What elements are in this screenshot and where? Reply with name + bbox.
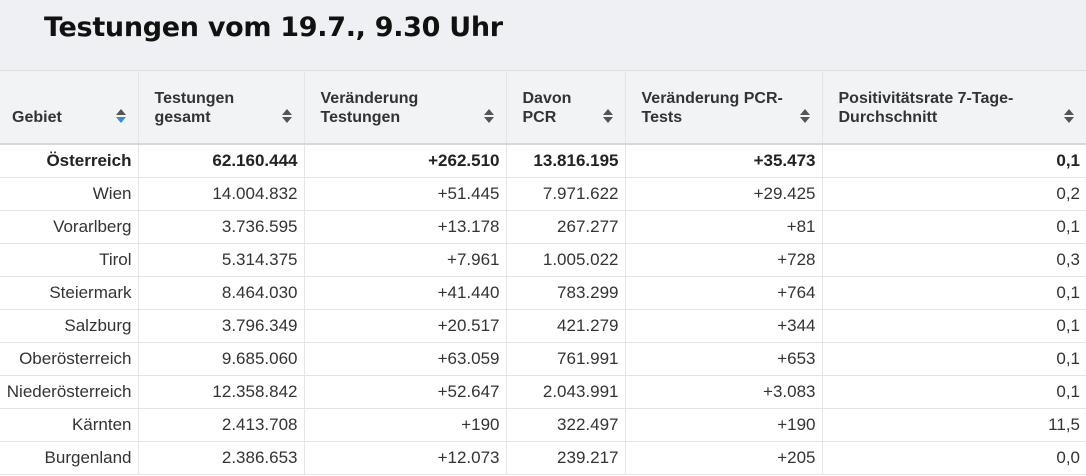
- sort-icon[interactable]: [483, 109, 494, 123]
- cell-veraenderung-pcr: +764: [625, 276, 823, 310]
- cell-davon-pcr: 2.043.991: [506, 375, 626, 409]
- cell-testungen-gesamt: 12.358.842: [138, 375, 305, 409]
- cell-testungen-gesamt: 3.736.595: [138, 210, 305, 244]
- cell-testungen-gesamt: 9.685.060: [138, 342, 305, 376]
- cell-veraenderung-testungen: +190: [304, 408, 507, 442]
- cell-testungen-gesamt: 2.386.653: [138, 441, 305, 475]
- cell-davon-pcr: 1.005.022: [506, 243, 626, 277]
- cell-davon-pcr: 7.971.622: [506, 177, 626, 211]
- column-header-positivitaetsrate[interactable]: Positivitätsrate 7-Tage- Durchschnitt: [822, 70, 1086, 145]
- cell-veraenderung-testungen: +41.440: [304, 276, 507, 310]
- cell-veraenderung-pcr: +344: [625, 309, 823, 343]
- cell-positivitaetsrate: 0,1: [822, 144, 1086, 178]
- cell-testungen-gesamt: 14.004.832: [138, 177, 305, 211]
- cell-veraenderung-pcr: +35.473: [625, 144, 823, 178]
- cell-gebiet: Vorarlberg: [0, 210, 139, 244]
- cell-positivitaetsrate: 0,0: [822, 441, 1086, 475]
- column-header-gebiet[interactable]: Gebiet: [0, 70, 139, 145]
- column-header-label: Davon PCR: [522, 90, 572, 126]
- cell-gebiet: Tirol: [0, 243, 139, 277]
- header-row: Gebiet Testungen gesamt Veränderung Test…: [0, 70, 1086, 145]
- column-header-label: Veränderung Testungen: [320, 90, 419, 126]
- cell-positivitaetsrate: 0,3: [822, 243, 1086, 277]
- cell-davon-pcr: 761.991: [506, 342, 626, 376]
- cell-gebiet: Österreich: [0, 144, 139, 178]
- cell-veraenderung-pcr: +653: [625, 342, 823, 376]
- title-bar: Testungen vom 19.7., 9.30 Uhr: [0, 0, 1086, 70]
- cell-testungen-gesamt: 5.314.375: [138, 243, 305, 277]
- column-header-testungen-gesamt[interactable]: Testungen gesamt: [138, 70, 305, 145]
- column-header-veraenderung-testungen[interactable]: Veränderung Testungen: [304, 70, 507, 145]
- cell-veraenderung-pcr: +29.425: [625, 177, 823, 211]
- cell-gebiet: Kärnten: [0, 408, 139, 442]
- sort-icon[interactable]: [281, 109, 292, 123]
- cell-gebiet: Niederösterreich: [0, 375, 139, 409]
- cell-veraenderung-testungen: +51.445: [304, 177, 507, 211]
- sort-icon[interactable]: [602, 109, 613, 123]
- table-row-total: Österreich 62.160.444 +262.510 13.816.195 +3…: [0, 144, 1086, 178]
- cell-veraenderung-testungen: +63.059: [304, 342, 507, 376]
- sort-icon[interactable]: [1064, 109, 1074, 123]
- cell-veraenderung-pcr: +3.083: [625, 375, 823, 409]
- cell-veraenderung-pcr: +81: [625, 210, 823, 244]
- testing-table: Gebiet Testungen gesamt Veränderung Test…: [0, 70, 1086, 475]
- cell-veraenderung-testungen: +52.647: [304, 375, 507, 409]
- cell-veraenderung-testungen: +262.510: [304, 144, 507, 178]
- cell-davon-pcr: 239.217: [506, 441, 626, 475]
- cell-positivitaetsrate: 0,1: [822, 342, 1086, 376]
- cell-veraenderung-pcr: +190: [625, 408, 823, 442]
- table-row: Vorarlberg 3.736.595 +13.178 267.277 +81 0,1: [0, 210, 1086, 244]
- cell-veraenderung-testungen: +20.517: [304, 309, 507, 343]
- column-header-label: Positivitätsrate 7-Tage- Durchschnitt: [838, 90, 1014, 126]
- cell-veraenderung-testungen: +13.178: [304, 210, 507, 244]
- column-header-label: Veränderung PCR- Tests: [641, 90, 783, 126]
- column-header-veraenderung-pcr[interactable]: Veränderung PCR- Tests: [625, 70, 823, 145]
- cell-gebiet: Salzburg: [0, 309, 139, 343]
- page-title: Testungen vom 19.7., 9.30 Uhr: [44, 12, 503, 43]
- cell-davon-pcr: 421.279: [506, 309, 626, 343]
- table-row: Burgenland 2.386.653 +12.073 239.217 +205 0,0: [0, 441, 1086, 475]
- table-row: Wien 14.004.832 +51.445 7.971.622 +29.425 0,2: [0, 177, 1086, 211]
- cell-testungen-gesamt: 62.160.444: [138, 144, 305, 178]
- table-row: Oberösterreich 9.685.060 +63.059 761.991 +65…: [0, 342, 1086, 376]
- table-row: Kärnten 2.413.708 +190 322.497 +190 11,5: [0, 408, 1086, 442]
- cell-veraenderung-pcr: +205: [625, 441, 823, 475]
- cell-positivitaetsrate: 0,1: [822, 276, 1086, 310]
- cell-gebiet: Oberösterreich: [0, 342, 139, 376]
- column-header-label: Testungen gesamt: [154, 90, 235, 126]
- cell-davon-pcr: 13.816.195: [506, 144, 626, 178]
- table-row: Steiermark 8.464.030 +41.440 783.299 +764 0,1: [0, 276, 1086, 310]
- cell-gebiet: Burgenland: [0, 441, 139, 475]
- table-row: Salzburg 3.796.349 +20.517 421.279 +344 0,1: [0, 309, 1086, 343]
- cell-positivitaetsrate: 0,1: [822, 210, 1086, 244]
- cell-testungen-gesamt: 2.413.708: [138, 408, 305, 442]
- cell-veraenderung-testungen: +7.961: [304, 243, 507, 277]
- cell-davon-pcr: 267.277: [506, 210, 626, 244]
- cell-gebiet: Wien: [0, 177, 139, 211]
- cell-positivitaetsrate: 0,1: [822, 309, 1086, 343]
- column-header-davon-pcr[interactable]: Davon PCR: [506, 70, 626, 145]
- cell-davon-pcr: 783.299: [506, 276, 626, 310]
- sort-icon[interactable]: [799, 109, 810, 123]
- table-row: Niederösterreich 12.358.842 +52.647 2.043.9…: [0, 375, 1086, 409]
- cell-testungen-gesamt: 8.464.030: [138, 276, 305, 310]
- cell-positivitaetsrate: 11,5: [822, 408, 1086, 442]
- table-row: Tirol 5.314.375 +7.961 1.005.022 +728 0,3: [0, 243, 1086, 277]
- cell-positivitaetsrate: 0,2: [822, 177, 1086, 211]
- column-header-label: Gebiet: [12, 109, 62, 126]
- sort-icon[interactable]: [115, 109, 126, 123]
- cell-gebiet: Steiermark: [0, 276, 139, 310]
- cell-veraenderung-pcr: +728: [625, 243, 823, 277]
- cell-positivitaetsrate: 0,1: [822, 375, 1086, 409]
- cell-veraenderung-testungen: +12.073: [304, 441, 507, 475]
- cell-testungen-gesamt: 3.796.349: [138, 309, 305, 343]
- cell-davon-pcr: 322.497: [506, 408, 626, 442]
